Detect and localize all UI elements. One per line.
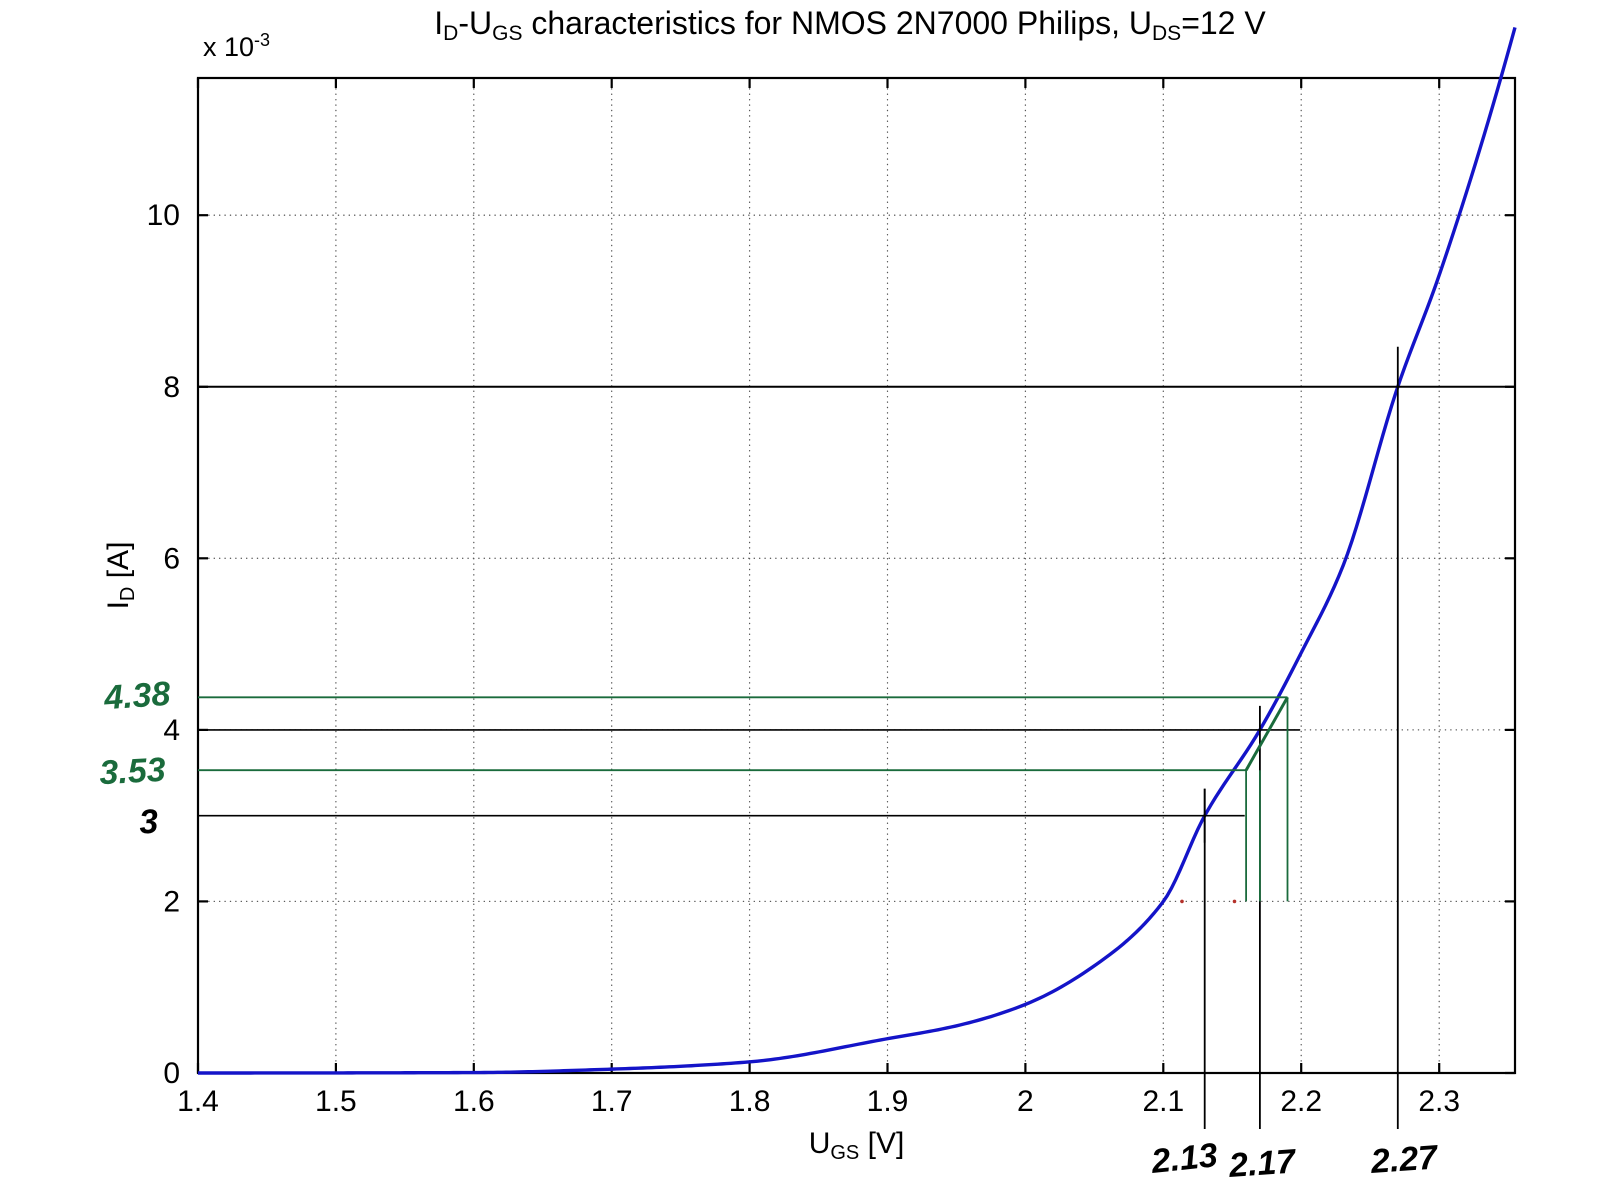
svg-text:2.13: 2.13 xyxy=(1149,1136,1220,1181)
svg-text:2.27: 2.27 xyxy=(1369,1138,1441,1181)
svg-text:3: 3 xyxy=(138,802,160,841)
svg-text:2.17: 2.17 xyxy=(1227,1142,1299,1185)
svg-text:4.38: 4.38 xyxy=(102,675,172,718)
svg-text:3.53: 3.53 xyxy=(98,751,166,792)
